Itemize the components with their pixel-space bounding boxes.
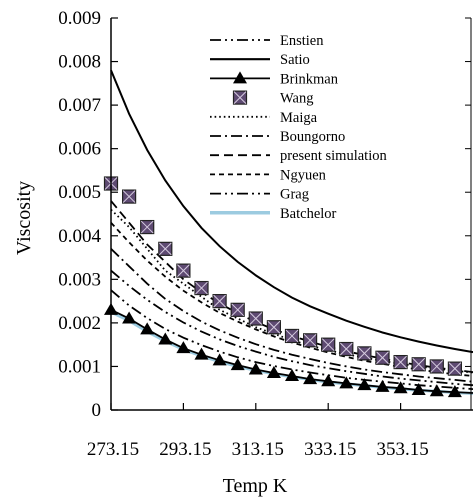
series-line-grag [110,269,473,387]
legend-item-enstien: Enstien [210,33,324,49]
y-axis-title: Viscosity [13,181,35,255]
data-point-cross-wang [448,362,462,375]
legend-item-batchelor: Batchelor [210,206,337,222]
data-point-brinkman [375,379,390,392]
x-tick-label: 273.15 [87,439,139,460]
y-tick-label: 0.008 [58,52,101,73]
legend-item-grag: Grag [210,187,309,203]
legend-label-batchelor: Batchelor [280,206,337,222]
data-point-cross-wang [394,355,407,369]
legend-item-boungorno: Boungorno [210,129,345,145]
data-point-cross-wang [412,357,426,371]
data-point-brinkman [158,332,173,345]
data-point-brinkman [285,369,299,382]
data-point-brinkman [140,322,155,335]
data-point-cross-wang [249,312,263,325]
data-point-cross-wang [158,242,172,256]
data-point-cross-wang [231,303,245,317]
legend-label-grag: Grag [280,187,309,203]
y-tick-label: 0 [92,400,102,421]
data-point-brinkman [429,384,444,397]
data-point-cross-wang [430,360,444,373]
y-tick-label: 0.002 [58,313,101,334]
series-line-satio [110,69,473,354]
legend-marker-cross-wang [233,91,247,104]
data-point-cross-wang [339,342,353,356]
tick-labels: 0 0.001 0.002 0.003 0.004 0.005 0.006 0.007 0.00… [58,8,428,460]
data-point-cross-wang [122,190,136,203]
data-point-cross-wang [321,338,335,352]
legend-label-enstien: Enstien [280,33,324,49]
series-line-present-simulation [110,200,473,373]
data-point-brinkman [266,365,281,378]
data-point-brinkman [194,347,209,360]
data-point-cross-wang [303,333,317,347]
legend-marker-brinkman [233,71,247,84]
x-tick-label: 313.15 [232,439,284,460]
legend: Enstien Satio Brinkman Wang Maiga Boungorno pr… [210,33,387,222]
legend-label-maiga: Maiga [280,110,318,126]
data-point-cross-wang [177,264,190,277]
y-tick-label: 0.001 [58,356,101,377]
legend-label-wang: Wang [280,91,313,107]
data-point-brinkman [230,358,245,371]
y-tick-label: 0.006 [58,139,101,160]
legend-label-present-simulation: present simulation [280,148,387,164]
data-point-brinkman [393,381,408,394]
legend-item-maiga: Maiga [210,110,318,126]
y-tick-label: 0.005 [58,182,101,203]
data-point-brinkman [357,378,372,391]
data-point-brinkman [339,376,354,389]
legend-label-boungorno: Boungorno [280,129,345,145]
x-axis-title: Temp K [223,475,288,497]
y-tick-label: 0.007 [58,95,101,116]
data-point-brinkman [447,385,462,398]
legend-item-brinkman: Brinkman [210,71,339,87]
legend-label-ngyuen: Ngyuen [280,167,327,183]
series-line-boungorno [110,248,473,383]
legend-label-satio: Satio [280,52,310,68]
y-tick-label: 0.009 [58,8,101,29]
y-tick-label: 0.003 [58,269,101,290]
data-point-brinkman [212,353,227,366]
data-point-cross-wang [195,281,208,295]
series-line-maiga [110,208,473,374]
data-point-brinkman [321,374,336,387]
data-point-brinkman [303,372,318,385]
legend-label-brinkman: Brinkman [280,71,339,87]
x-tick-label: 333.15 [304,439,356,460]
data-point-cross-wang [140,220,154,234]
axes [110,17,473,411]
legend-item-wang: Wang [232,90,313,107]
data-point-brinkman [411,382,426,395]
series-markers [103,176,462,398]
legend-item-present-simulation: present simulation [210,148,387,164]
data-point-cross-wang [358,347,371,360]
data-point-brinkman [122,311,137,324]
legend-item-satio: Satio [210,52,310,68]
x-tick-label: 293.15 [159,439,211,460]
data-point-cross-wang [376,351,389,365]
data-point-cross-wang [267,320,281,334]
legend-item-ngyuen: Ngyuen [210,167,327,183]
x-tick-label: 353.15 [376,439,428,460]
y-tick-label: 0.004 [58,226,101,247]
data-point-brinkman [176,341,191,354]
data-point-cross-wang [213,294,226,308]
data-point-cross-wang [285,329,299,343]
data-point-brinkman [248,362,263,375]
